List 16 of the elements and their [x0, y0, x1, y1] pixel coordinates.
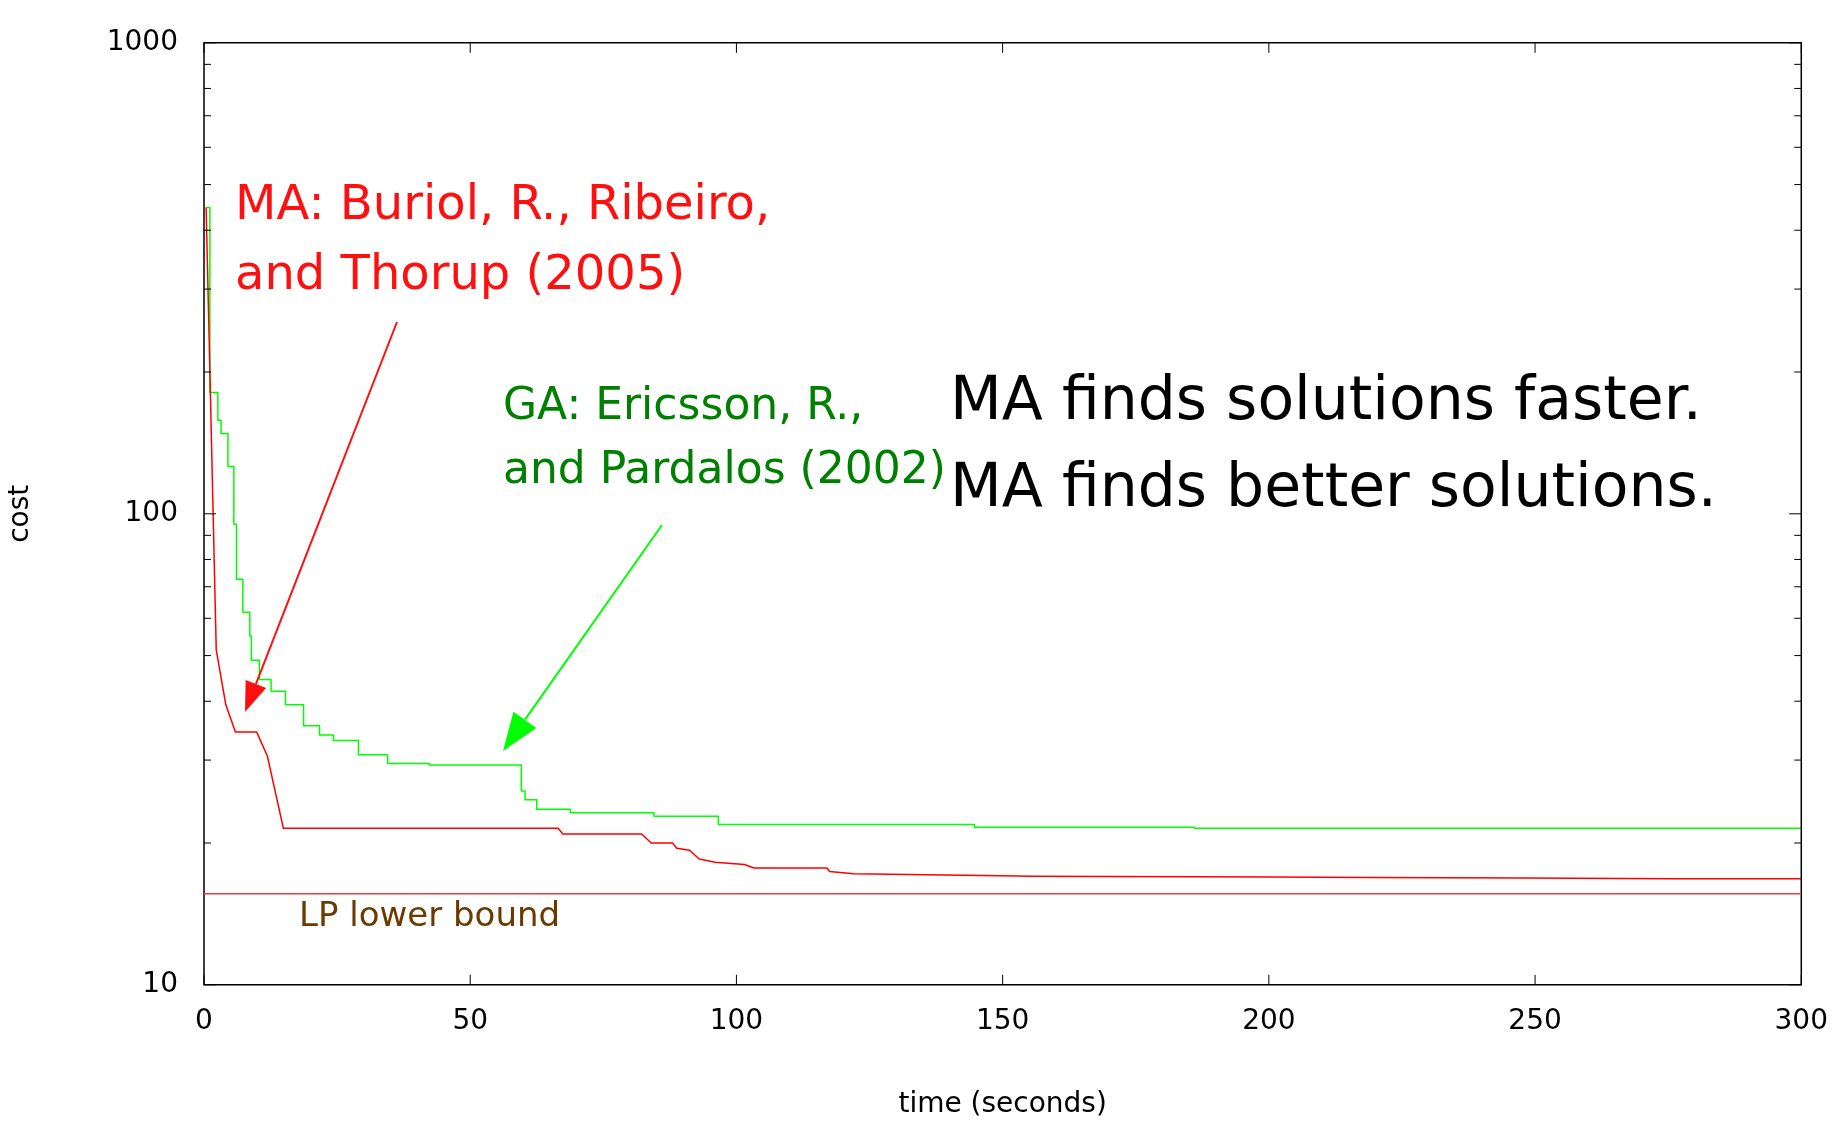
ref-line-label: LP lower bound: [299, 893, 561, 934]
annotation: MA finds solutions faster. MA finds better solutions.: [950, 362, 1717, 522]
x-axis-title: time (seconds): [898, 1086, 1107, 1120]
y-tick-label: 10: [142, 966, 178, 1000]
x-tick-label: 250: [1508, 1002, 1562, 1036]
annotation: GA: Ericsson, R., and Pardalos (2002): [503, 377, 946, 495]
x-tick-label: 0: [195, 1002, 213, 1036]
annotation: MA: Buriol, R., Ribeiro, and Thorup (2005): [235, 173, 771, 302]
x-tick-label: 300: [1774, 1002, 1828, 1036]
x-tick-label: 200: [1242, 1002, 1296, 1036]
x-tick-label: 50: [452, 1002, 489, 1036]
x-tick-label: 100: [709, 1002, 764, 1036]
y-tick-label: 100: [124, 495, 178, 529]
y-tick-label: 1000: [106, 24, 178, 58]
x-tick-label: 150: [975, 1002, 1030, 1036]
y-axis-title: cost: [2, 484, 36, 543]
